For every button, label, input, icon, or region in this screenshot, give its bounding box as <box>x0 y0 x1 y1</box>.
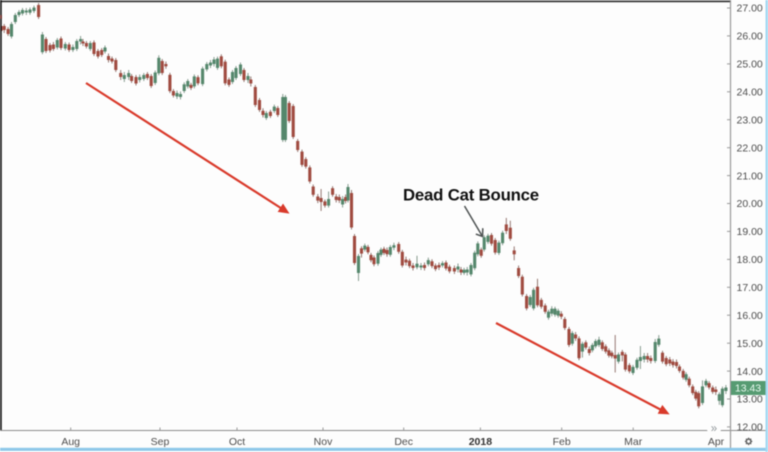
svg-text:2018: 2018 <box>469 436 493 448</box>
svg-text:13.43: 13.43 <box>735 383 761 395</box>
svg-text:12.00: 12.00 <box>737 422 763 434</box>
svg-text:25.00: 25.00 <box>737 59 763 71</box>
svg-text:16.00: 16.00 <box>737 310 763 322</box>
svg-text:Dead Cat Bounce: Dead Cat Bounce <box>403 186 539 205</box>
svg-text:Aug: Aug <box>61 436 80 448</box>
svg-text:»: » <box>711 423 717 435</box>
svg-text:Oct: Oct <box>229 436 245 448</box>
svg-text:26.00: 26.00 <box>737 31 763 43</box>
svg-text:Sep: Sep <box>151 436 170 448</box>
svg-text:23.00: 23.00 <box>737 114 763 126</box>
svg-text:13.00: 13.00 <box>737 394 763 406</box>
svg-text:20.00: 20.00 <box>737 198 763 210</box>
svg-text:15.00: 15.00 <box>737 338 763 350</box>
svg-text:Nov: Nov <box>314 436 333 448</box>
svg-text:17.00: 17.00 <box>737 282 763 294</box>
svg-text:Mar: Mar <box>624 436 643 448</box>
svg-text:24.00: 24.00 <box>737 87 763 99</box>
svg-text:19.00: 19.00 <box>737 226 763 238</box>
svg-text:18.00: 18.00 <box>737 254 763 266</box>
svg-text:22.00: 22.00 <box>737 142 763 154</box>
svg-text:14.00: 14.00 <box>737 366 763 378</box>
svg-text:Apr: Apr <box>708 436 725 448</box>
svg-text:21.00: 21.00 <box>737 170 763 182</box>
svg-text:27.00: 27.00 <box>737 3 763 15</box>
svg-text:Dec: Dec <box>394 436 413 448</box>
svg-text:Feb: Feb <box>553 436 571 448</box>
